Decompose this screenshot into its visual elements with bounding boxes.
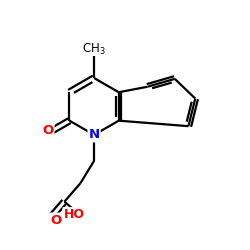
Text: CH$_3$: CH$_3$ xyxy=(82,42,106,57)
Text: HO: HO xyxy=(64,208,84,221)
Text: O: O xyxy=(42,124,54,137)
Text: N: N xyxy=(88,128,100,141)
Text: O: O xyxy=(50,214,62,226)
